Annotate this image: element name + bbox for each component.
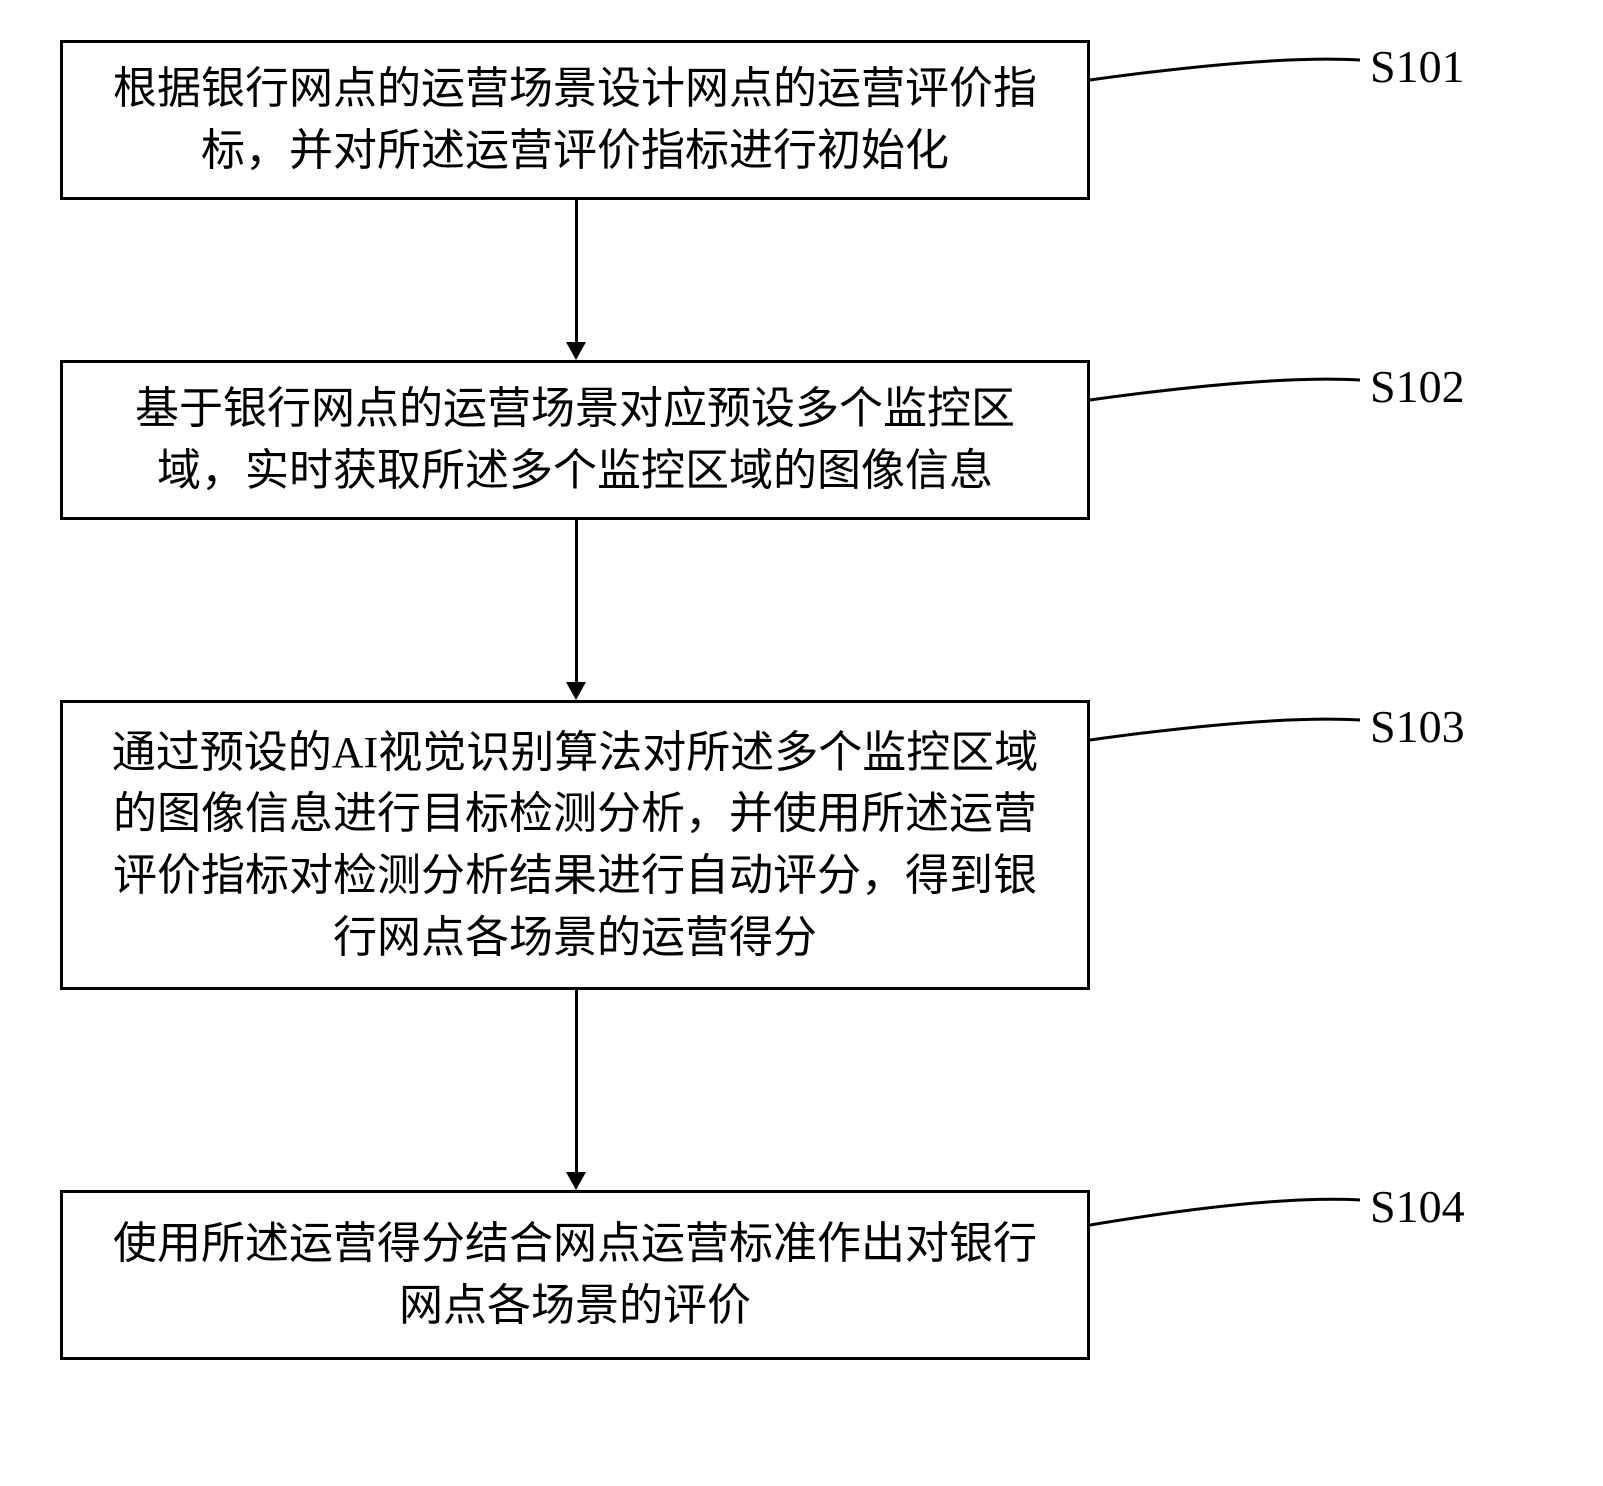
arrow-head-2 — [566, 682, 586, 700]
arrow-line-2 — [575, 520, 578, 682]
arrow-head-3 — [566, 1172, 586, 1190]
arrow-head-1 — [566, 342, 586, 360]
connector-s104 — [0, 0, 1603, 1486]
arrow-line-1 — [575, 200, 578, 342]
arrow-line-3 — [575, 990, 578, 1172]
